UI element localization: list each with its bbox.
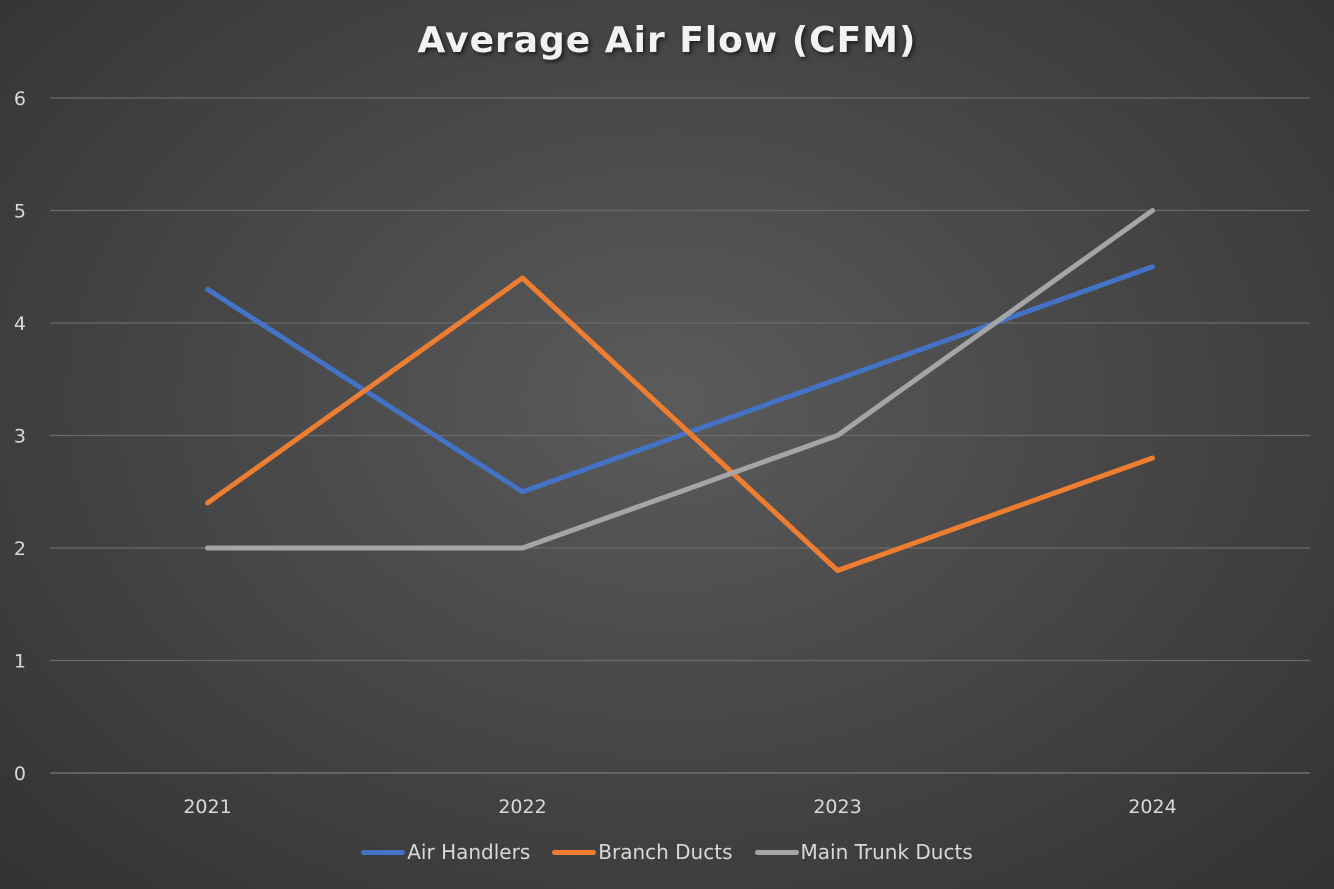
x-tick-label: 2023 xyxy=(813,796,861,818)
legend-swatch xyxy=(552,849,597,855)
y-tick-label: 5 xyxy=(14,201,26,223)
legend-swatch xyxy=(754,849,799,855)
series-line-air-handlers xyxy=(205,264,1155,495)
y-tick-label: 2 xyxy=(14,538,26,560)
series-line-branch-ducts xyxy=(205,275,1155,573)
series-line-main-trunk-ducts xyxy=(205,208,1155,551)
x-tick-label: 2021 xyxy=(183,796,231,818)
legend-label: Main Trunk Ducts xyxy=(800,840,973,864)
series-lines xyxy=(205,208,1155,573)
x-tick-label: 2024 xyxy=(1128,796,1176,818)
legend-item: Main Trunk Ducts xyxy=(754,840,973,864)
legend-item: Branch Ducts xyxy=(552,840,733,864)
y-tick-label: 4 xyxy=(14,313,26,335)
legend-item: Air Handlers xyxy=(361,840,530,864)
legend-label: Air Handlers xyxy=(407,840,531,864)
legend-swatch xyxy=(361,849,406,855)
chart-legend: Air Handlers Branch Ducts Main Trunk Ducts xyxy=(0,840,1334,864)
y-tick-label: 6 xyxy=(14,88,26,110)
chart-title: Average Air Flow (CFM) xyxy=(417,20,917,61)
y-tick-label: 0 xyxy=(14,763,26,785)
x-axis-ticks: 2021 2022 2023 2024 xyxy=(183,796,1176,818)
y-tick-label: 1 xyxy=(14,651,26,673)
legend-label: Branch Ducts xyxy=(598,840,733,864)
y-tick-label: 3 xyxy=(14,426,26,448)
y-axis-ticks: 0 1 2 3 4 5 6 xyxy=(14,88,26,785)
x-tick-label: 2022 xyxy=(498,796,546,818)
